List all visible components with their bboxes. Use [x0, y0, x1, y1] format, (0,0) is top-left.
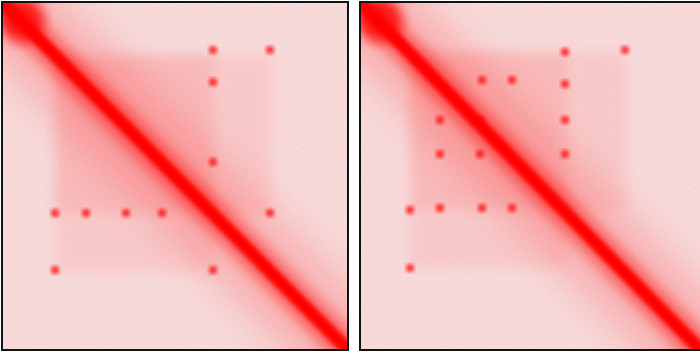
loop-dot: [122, 209, 130, 217]
loop-dot: [561, 48, 569, 56]
loop-dot: [158, 209, 166, 217]
loop-dot: [476, 116, 484, 124]
loop-dot: [561, 80, 569, 88]
loop-dot: [508, 204, 516, 212]
loop-dot: [266, 46, 274, 54]
loop-dot: [436, 150, 444, 158]
loop-dot: [508, 76, 516, 84]
diagonal: [2, 2, 348, 350]
loop-dot: [209, 78, 217, 86]
corner-blob: [2, 2, 44, 42]
loop-dot: [621, 46, 629, 54]
contact-map: [2, 2, 348, 350]
loop-dot: [561, 116, 569, 124]
panel-border: [359, 1, 700, 351]
panel-border: [1, 1, 349, 351]
loop-dot: [478, 76, 486, 84]
diagonal: [360, 2, 700, 350]
loop-dot: [436, 204, 444, 212]
loop-dot: [478, 204, 486, 212]
loop-dot: [209, 158, 217, 166]
loop-dot: [51, 209, 59, 217]
loop-dot: [51, 266, 59, 274]
loop-dot: [406, 264, 414, 272]
loop-dot: [561, 150, 569, 158]
loop-dot: [436, 116, 444, 124]
loop-dot: [209, 266, 217, 274]
loop-dot: [209, 46, 217, 54]
loop-dot: [266, 209, 274, 217]
loop-dot: [476, 150, 484, 158]
corner-blob: [360, 2, 402, 42]
loop-dot: [82, 209, 90, 217]
loop-dot: [406, 206, 414, 214]
contact-map: [360, 2, 700, 350]
